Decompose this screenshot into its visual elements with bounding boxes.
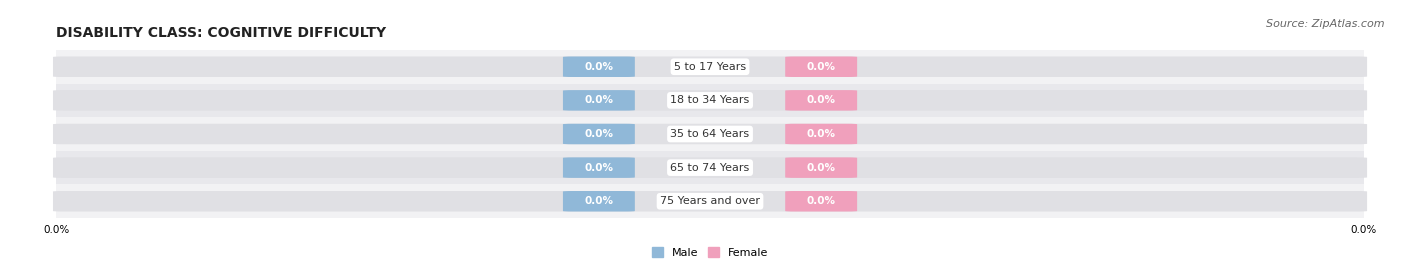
Text: 0.0%: 0.0% (807, 196, 835, 206)
Text: 5 to 17 Years: 5 to 17 Years (673, 62, 747, 72)
FancyBboxPatch shape (53, 191, 1367, 211)
FancyBboxPatch shape (785, 57, 858, 77)
Bar (56, 151, 1364, 184)
FancyBboxPatch shape (785, 124, 858, 144)
FancyBboxPatch shape (53, 57, 1367, 77)
Text: 0.0%: 0.0% (585, 62, 613, 72)
Text: 75 Years and over: 75 Years and over (659, 196, 761, 206)
FancyBboxPatch shape (562, 57, 636, 77)
FancyBboxPatch shape (53, 124, 1367, 144)
FancyBboxPatch shape (562, 191, 636, 211)
Bar (56, 117, 1364, 151)
Text: Source: ZipAtlas.com: Source: ZipAtlas.com (1267, 19, 1385, 29)
FancyBboxPatch shape (53, 157, 1367, 178)
Text: 0.0%: 0.0% (585, 129, 613, 139)
Text: 18 to 34 Years: 18 to 34 Years (671, 95, 749, 105)
Legend: Male, Female: Male, Female (648, 243, 772, 262)
FancyBboxPatch shape (785, 90, 858, 111)
Text: DISABILITY CLASS: COGNITIVE DIFFICULTY: DISABILITY CLASS: COGNITIVE DIFFICULTY (56, 26, 387, 40)
Bar (56, 184, 1364, 218)
Text: 0.0%: 0.0% (807, 95, 835, 105)
Bar (56, 84, 1364, 117)
FancyBboxPatch shape (53, 90, 1367, 111)
FancyBboxPatch shape (562, 124, 636, 144)
Text: 0.0%: 0.0% (585, 163, 613, 173)
Text: 0.0%: 0.0% (807, 129, 835, 139)
FancyBboxPatch shape (562, 157, 636, 178)
Text: 0.0%: 0.0% (807, 62, 835, 72)
Text: 35 to 64 Years: 35 to 64 Years (671, 129, 749, 139)
Text: 65 to 74 Years: 65 to 74 Years (671, 163, 749, 173)
FancyBboxPatch shape (562, 90, 636, 111)
FancyBboxPatch shape (785, 157, 858, 178)
Bar (56, 50, 1364, 84)
Text: 0.0%: 0.0% (585, 196, 613, 206)
FancyBboxPatch shape (785, 191, 858, 211)
Text: 0.0%: 0.0% (585, 95, 613, 105)
Text: 0.0%: 0.0% (807, 163, 835, 173)
